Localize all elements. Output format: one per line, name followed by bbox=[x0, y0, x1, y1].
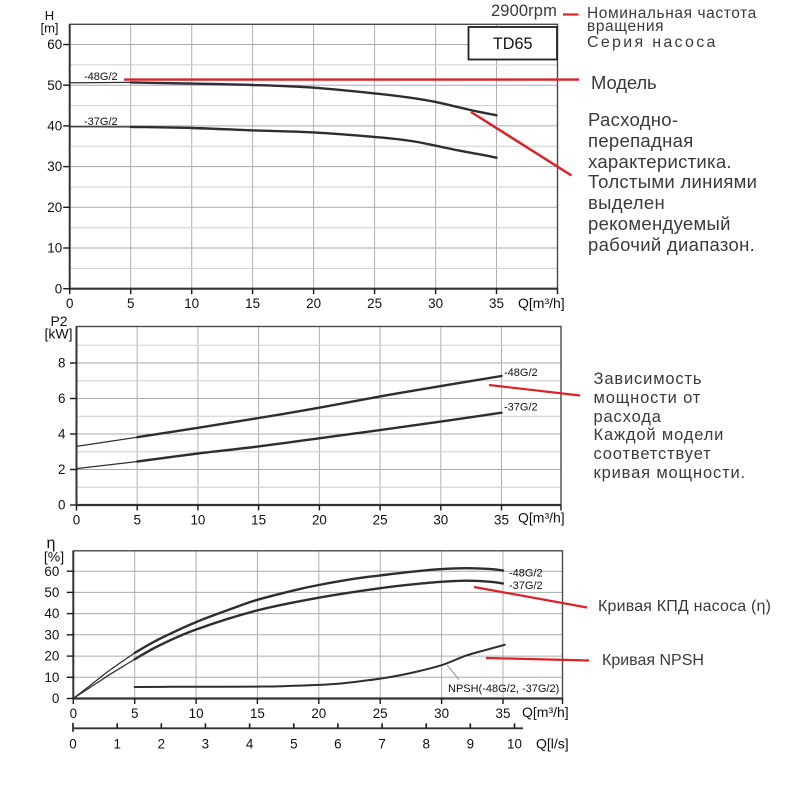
svg-text:0: 0 bbox=[69, 737, 76, 752]
svg-text:25: 25 bbox=[373, 706, 388, 721]
svg-text:-37G/2: -37G/2 bbox=[504, 402, 538, 414]
svg-text:10: 10 bbox=[184, 296, 199, 311]
svg-text:10: 10 bbox=[507, 737, 522, 752]
svg-text:50: 50 bbox=[44, 585, 59, 600]
svg-text:35: 35 bbox=[496, 706, 511, 721]
svg-text:-48G/2: -48G/2 bbox=[509, 568, 543, 580]
svg-text:0: 0 bbox=[58, 498, 65, 513]
svg-text:20: 20 bbox=[44, 649, 59, 664]
svg-text:20: 20 bbox=[47, 200, 62, 215]
svg-text:0: 0 bbox=[55, 281, 62, 296]
svg-text:Q[m³/h]: Q[m³/h] bbox=[518, 295, 565, 311]
svg-text:-37G/2: -37G/2 bbox=[509, 580, 543, 592]
svg-text:4: 4 bbox=[246, 737, 254, 752]
svg-text:7: 7 bbox=[378, 737, 385, 752]
svg-text:15: 15 bbox=[251, 513, 266, 528]
svg-text:10: 10 bbox=[47, 241, 62, 256]
svg-text:6: 6 bbox=[334, 737, 341, 752]
svg-text:60: 60 bbox=[47, 37, 62, 52]
svg-text:5: 5 bbox=[131, 706, 138, 721]
svg-text:25: 25 bbox=[367, 296, 382, 311]
svg-text:4: 4 bbox=[58, 427, 66, 442]
svg-text:20: 20 bbox=[306, 296, 321, 311]
svg-text:60: 60 bbox=[44, 564, 59, 579]
svg-text:Q[l/s]: Q[l/s] bbox=[536, 736, 569, 752]
svg-text:20: 20 bbox=[312, 513, 327, 528]
svg-text:0: 0 bbox=[66, 296, 73, 311]
svg-text:TD65: TD65 bbox=[493, 35, 533, 53]
svg-text:0: 0 bbox=[73, 513, 80, 528]
svg-text:[%]: [%] bbox=[44, 548, 64, 564]
svg-text:P2: P2 bbox=[50, 313, 67, 329]
svg-text:3: 3 bbox=[202, 737, 209, 752]
svg-text:35: 35 bbox=[494, 513, 509, 528]
svg-text:8: 8 bbox=[58, 356, 65, 371]
svg-text:10: 10 bbox=[190, 513, 205, 528]
svg-text:30: 30 bbox=[44, 627, 59, 642]
svg-text:η: η bbox=[47, 535, 56, 552]
svg-text:30: 30 bbox=[47, 159, 62, 174]
svg-text:2: 2 bbox=[158, 737, 165, 752]
svg-text:NPSH(-48G/2, -37G/2): NPSH(-48G/2, -37G/2) bbox=[448, 683, 559, 695]
svg-text:15: 15 bbox=[245, 296, 260, 311]
svg-text:20: 20 bbox=[311, 706, 326, 721]
svg-text:1: 1 bbox=[113, 737, 120, 752]
svg-text:30: 30 bbox=[433, 513, 448, 528]
svg-text:5: 5 bbox=[290, 737, 297, 752]
svg-text:35: 35 bbox=[489, 296, 504, 311]
svg-text:40: 40 bbox=[47, 119, 62, 134]
svg-text:15: 15 bbox=[250, 706, 265, 721]
svg-text:5: 5 bbox=[133, 513, 140, 528]
svg-text:6: 6 bbox=[58, 391, 65, 406]
svg-text:5: 5 bbox=[127, 296, 134, 311]
svg-text:50: 50 bbox=[47, 78, 62, 93]
svg-text:-48G/2: -48G/2 bbox=[84, 71, 118, 83]
svg-text:0: 0 bbox=[70, 706, 77, 721]
svg-text:[m]: [m] bbox=[40, 21, 58, 36]
svg-text:40: 40 bbox=[44, 606, 59, 621]
svg-text:9: 9 bbox=[467, 737, 474, 752]
svg-text:8: 8 bbox=[422, 737, 429, 752]
svg-text:10: 10 bbox=[189, 706, 204, 721]
svg-text:25: 25 bbox=[373, 513, 388, 528]
svg-text:[kW]: [kW] bbox=[45, 326, 73, 342]
svg-text:30: 30 bbox=[434, 706, 449, 721]
svg-text:Q[m³/h]: Q[m³/h] bbox=[522, 704, 569, 720]
svg-text:10: 10 bbox=[44, 670, 59, 685]
svg-text:0: 0 bbox=[52, 691, 59, 706]
svg-text:-48G/2: -48G/2 bbox=[504, 367, 538, 379]
svg-text:-37G/2: -37G/2 bbox=[84, 116, 118, 128]
svg-text:2: 2 bbox=[58, 462, 65, 477]
svg-text:H: H bbox=[45, 8, 54, 23]
svg-text:30: 30 bbox=[428, 296, 443, 311]
svg-text:Q[m³/h]: Q[m³/h] bbox=[518, 510, 565, 526]
